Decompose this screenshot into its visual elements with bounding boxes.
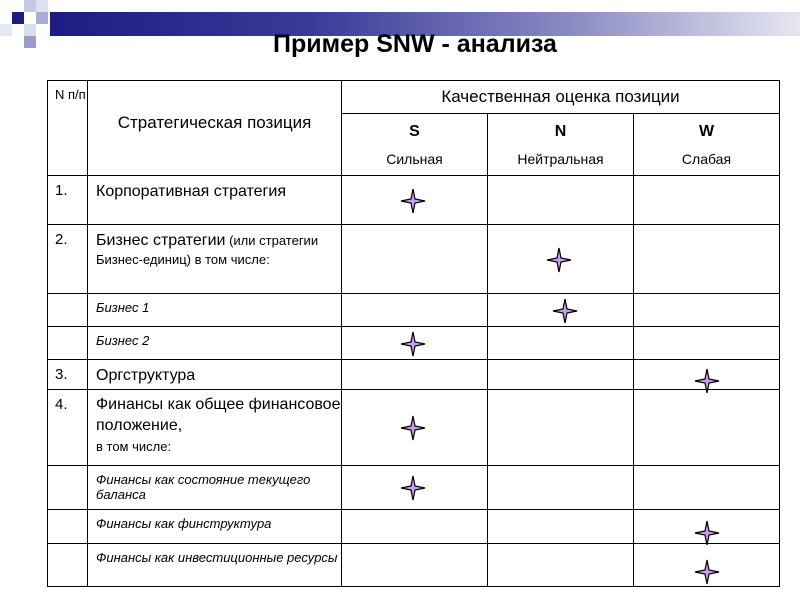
table-row: Финансы как инвестиционные ресурсы bbox=[47, 543, 780, 587]
table-row: 4. Финансы как общее финансовое положение… bbox=[47, 389, 780, 466]
four-point-star-icon bbox=[400, 331, 426, 357]
header-col-s: S Сильная bbox=[341, 113, 488, 176]
row-num bbox=[47, 465, 88, 510]
snw-table: N п/п Стратегическая позиция Качественна… bbox=[47, 80, 780, 587]
cell-w bbox=[633, 389, 780, 466]
cell-n bbox=[487, 175, 634, 225]
cell-s bbox=[341, 465, 488, 510]
cell-s bbox=[341, 293, 488, 327]
row-label: Финансы как инвестиционные ресурсы bbox=[87, 543, 342, 587]
table-row: Финансы как финструктура bbox=[47, 509, 780, 546]
row-num: 1. bbox=[47, 175, 88, 225]
row-num: 2. bbox=[47, 224, 88, 294]
col-code: N bbox=[554, 122, 567, 140]
header-position: Стратегическая позиция bbox=[87, 80, 342, 176]
cell-s bbox=[341, 543, 488, 587]
cell-n bbox=[487, 543, 634, 587]
cell-n bbox=[487, 465, 634, 510]
header-num: N п/п bbox=[47, 80, 88, 176]
cell-n bbox=[487, 389, 634, 466]
four-point-star-icon bbox=[400, 188, 426, 214]
row-num: 4. bbox=[47, 389, 88, 466]
cell-w bbox=[633, 224, 780, 294]
col-label: Нейтральная bbox=[517, 150, 604, 167]
row-label: Оргструктура bbox=[87, 359, 342, 390]
row-label: Бизнес стратегии (или стратегии Бизнес-е… bbox=[87, 224, 342, 294]
cell-w bbox=[633, 175, 780, 225]
cell-s bbox=[341, 175, 488, 225]
four-point-star-icon bbox=[546, 247, 572, 273]
table-row: Бизнес 1 bbox=[47, 293, 780, 327]
table-row: 2. Бизнес стратегии (или стратегии Бизнес… bbox=[47, 224, 780, 294]
four-point-star-icon bbox=[694, 559, 720, 585]
cell-n bbox=[487, 359, 634, 390]
col-code: S bbox=[409, 122, 420, 140]
row-label: Бизнес 2 bbox=[87, 326, 342, 360]
col-label: Слабая bbox=[681, 150, 732, 167]
row-label: Корпоративная стратегия bbox=[87, 175, 342, 225]
cell-w bbox=[633, 509, 780, 546]
cell-s bbox=[341, 224, 488, 294]
cell-s bbox=[341, 359, 488, 390]
cell-n bbox=[487, 224, 634, 294]
cell-n bbox=[487, 293, 634, 327]
table-row: 1. Корпоративная стратегия bbox=[47, 175, 780, 225]
four-point-star-icon bbox=[400, 475, 426, 501]
cell-w bbox=[633, 543, 780, 587]
row-num bbox=[47, 293, 88, 327]
cell-s bbox=[341, 509, 488, 544]
cell-s bbox=[341, 389, 488, 466]
four-point-star-icon bbox=[400, 415, 426, 441]
four-point-star-icon bbox=[694, 520, 720, 546]
table-row: 3. Оргструктура bbox=[47, 359, 780, 394]
header-assessment: Качественная оценка позиции bbox=[341, 80, 780, 114]
row-num: 3. bbox=[47, 359, 88, 390]
cell-w bbox=[633, 359, 780, 394]
four-point-star-icon bbox=[552, 298, 578, 324]
col-code: W bbox=[698, 122, 715, 140]
row-num bbox=[47, 326, 88, 360]
header-band bbox=[50, 12, 800, 36]
row-num bbox=[47, 543, 88, 587]
cell-w bbox=[633, 326, 780, 360]
table-row: Бизнес 2 bbox=[47, 326, 780, 360]
table-row: Финансы как состояние текущего баланса bbox=[47, 465, 780, 510]
col-label: Сильная bbox=[386, 150, 443, 167]
row-num bbox=[47, 509, 88, 544]
row-label: Финансы как общее финансовое положение, в… bbox=[87, 389, 342, 466]
cell-w bbox=[633, 293, 780, 327]
cell-n bbox=[487, 326, 634, 360]
row-label: Финансы как состояние текущего баланса bbox=[87, 465, 342, 510]
cell-w bbox=[633, 465, 780, 510]
cell-s bbox=[341, 326, 488, 360]
page-title: Пример SNW - анализа bbox=[273, 30, 557, 58]
header-col-n: N Нейтральная bbox=[487, 113, 634, 176]
row-label: Финансы как финструктура bbox=[87, 509, 342, 544]
header-col-w: W Слабая bbox=[633, 113, 780, 176]
cell-n bbox=[487, 509, 634, 544]
row-label: Бизнес 1 bbox=[87, 293, 342, 327]
